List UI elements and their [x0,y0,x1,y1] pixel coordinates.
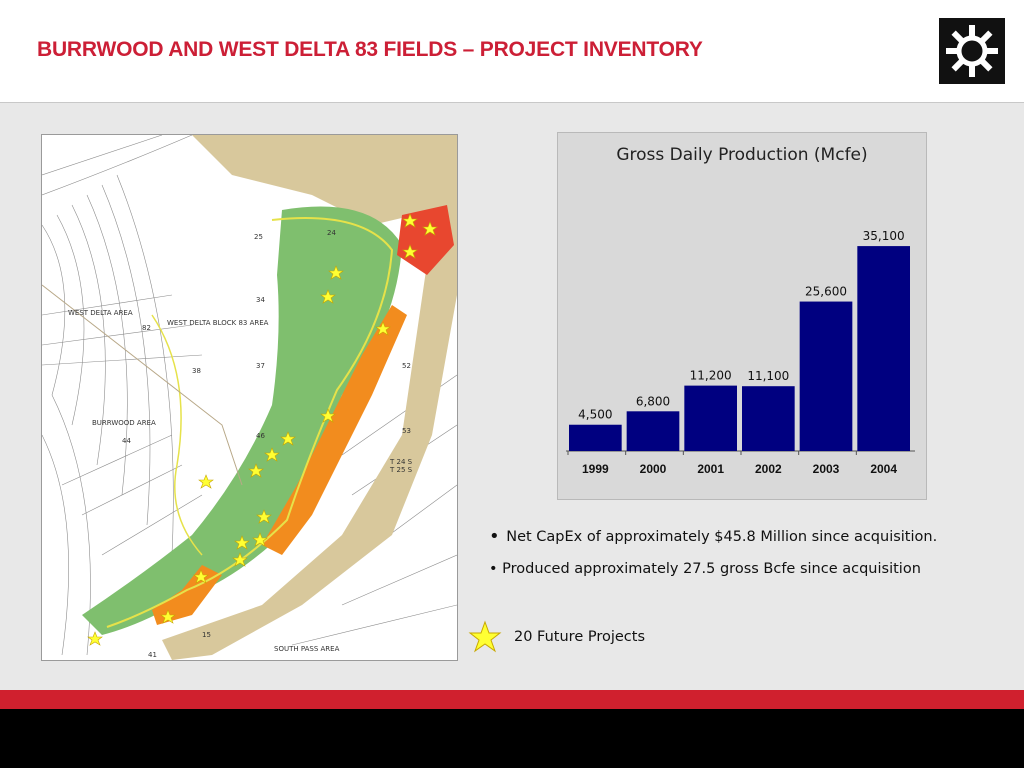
bar-2003 [799,301,853,451]
map-block-53: 53 [402,427,411,435]
data-label-2000: 6,800 [636,394,670,408]
bullet-capex: • Net CapEx of approximately $45.8 Milli… [489,526,938,547]
map-block-37: 37 [256,362,265,370]
bar-2004 [857,246,910,451]
bullet-production-text: Produced approximately 27.5 gross Bcfe s… [502,561,921,577]
map-block-46: 46 [256,432,265,440]
footer-black-band [0,709,1024,768]
footer-red-band [0,690,1024,709]
star-icon [468,620,502,658]
data-label-1999: 4,500 [578,408,612,422]
map-block-34: 34 [256,296,265,304]
bars: 4,500 1999 6,800 2000 11,200 2001 11,100 2002 25… [567,229,910,476]
bar-2001 [684,385,737,451]
map-block-82: 82 [142,324,151,332]
map-block-52: 52 [402,362,411,370]
x-tick-2001: 2001 [697,462,724,476]
bar-2000 [626,411,680,451]
bullet-capex-text: Net CapEx of approximately $45.8 Million… [506,529,938,545]
map-block-25: 25 [254,233,263,241]
x-tick-2003: 2003 [813,462,840,476]
production-chart: Gross Daily Production (Mcfe) 4,500 1999 6… [557,132,927,500]
sun-gear-icon [939,18,1005,84]
chart-plot: 4,500 1999 6,800 2000 11,200 2001 11,100 2002 25… [566,229,915,476]
map-label-south-pass-area: SOUTH PASS AREA [274,645,340,653]
header: BURRWOOD AND WEST DELTA 83 FIELDS – PROJ… [0,0,1024,103]
map-label-west-delta-area: WEST DELTA AREA [68,309,133,317]
chart-title: Gross Daily Production (Mcfe) [616,145,868,165]
bar-1999 [569,424,622,451]
map-block-38: 38 [192,367,201,375]
map-block-44: 44 [122,437,131,445]
field-map: WEST DELTA AREA WEST DELTA BLOCK 83 AREA… [41,134,458,661]
bar-2002 [742,386,795,451]
future-project-stars [87,213,438,646]
x-tick-1999: 1999 [582,462,609,476]
x-tick-2004: 2004 [870,462,897,476]
bullet-production: • Produced approximately 27.5 gross Bcfe… [489,561,921,577]
orange-field-area [262,305,407,555]
map-label-burrwood-area: BURRWOOD AREA [92,419,156,427]
data-label-2004: 35,100 [863,229,905,243]
data-label-2003: 25,600 [805,285,847,299]
data-label-2001: 11,200 [690,369,732,383]
bullet-list: • Net CapEx of approximately $45.8 Milli… [489,526,1019,591]
data-label-2002: 11,100 [747,369,789,383]
map-township-25: T 25 S [389,466,413,474]
x-tick-2002: 2002 [755,462,782,476]
land-area-east [162,195,457,660]
legend-future-projects: 20 Future Projects [514,629,646,645]
map-block-41: 41 [148,651,157,659]
land-area-north [192,135,457,225]
map-block-24: 24 [327,229,336,237]
x-tick-2000: 2000 [640,462,667,476]
page-title: BURRWOOD AND WEST DELTA 83 FIELDS – PROJ… [37,38,703,61]
map-block-15: 15 [202,631,211,639]
field-boundary [106,217,394,628]
map-label-west-delta-block: WEST DELTA BLOCK 83 AREA [167,319,269,327]
map-township-24: T 24 S [389,458,413,466]
green-field-area [82,206,402,635]
